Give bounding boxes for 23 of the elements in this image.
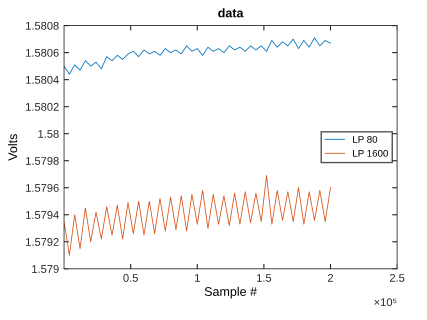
y-tick-label: 1.5796	[26, 184, 59, 192]
chart-title: data	[218, 8, 244, 18]
y-tick-label: 1.5794	[26, 211, 59, 219]
y-tick-label: 1.5806	[26, 48, 59, 57]
y-tick-label: 1.5798	[26, 156, 59, 165]
legend-label: LP 1600	[353, 150, 388, 157]
y-tick-label: 1.5804	[26, 76, 59, 84]
x-tick-label: 1.5	[257, 274, 272, 282]
x-tick-label: 2	[328, 274, 334, 282]
line-series	[64, 175, 331, 256]
x-tick-label: 2.5	[390, 274, 404, 282]
line-series	[64, 37, 331, 75]
y-axis-title: Volts	[8, 134, 18, 161]
x-tick-label: 1	[195, 274, 200, 282]
text: ×10⁵	[374, 298, 396, 306]
x-axis-title: Sample #	[204, 286, 257, 298]
y-tick-label: 1.58	[38, 130, 59, 138]
legend-label: LP 80	[353, 136, 378, 143]
y-tick-label: 1.579	[32, 265, 59, 273]
y-tick-label: 1.5792	[26, 238, 59, 246]
y-tick-label: 1.5802	[26, 102, 59, 111]
x-tick-label: 0.5	[123, 274, 138, 282]
y-tick-label: 1.5808	[26, 22, 59, 30]
